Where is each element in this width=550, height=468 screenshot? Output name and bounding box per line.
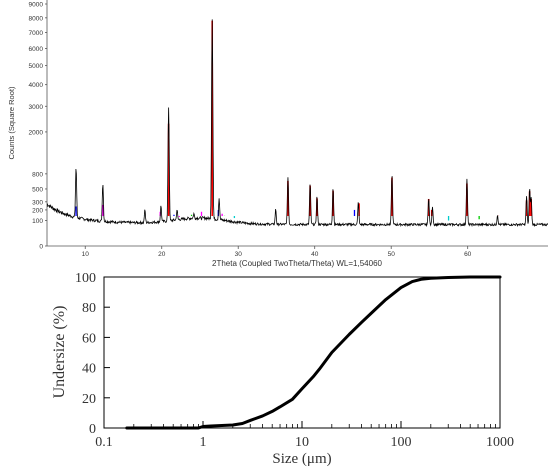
xrd-x-tick-label: 60 xyxy=(464,251,472,258)
xrd-x-axis-label: 2Theta (Coupled TwoTheta/Theta) WL=1,540… xyxy=(212,259,383,268)
psd-x-tick-label: 1 xyxy=(200,435,207,450)
xrd-y-tick-label: 8000 xyxy=(29,15,44,22)
psd-x-tick-label: 1000 xyxy=(486,435,514,450)
psd-x-tick-label: 0.1 xyxy=(95,435,113,450)
xrd-x-tick-label: 50 xyxy=(388,251,396,258)
xrd-y-tick-label: 6000 xyxy=(29,46,44,53)
psd-x-tick-label: 10 xyxy=(295,435,309,450)
xrd-y-tick-label: 800 xyxy=(32,171,43,178)
psd-y-tick-label: 100 xyxy=(75,271,96,286)
xrd-y-tick-label: 9000 xyxy=(29,2,44,9)
psd-y-tick-label: 40 xyxy=(82,362,96,377)
psd-x-tick-label: 100 xyxy=(391,435,412,450)
psd-y-axis-label: Undersize (%) xyxy=(51,306,68,399)
psd-plot-frame xyxy=(103,276,501,429)
xrd-x-tick-label: 20 xyxy=(158,251,166,258)
psd-chart: 0 20 40 60 80 100 0.1 1 10 100 1000 Undersize (%)… xyxy=(51,271,514,467)
xrd-y-tick-label: 4000 xyxy=(29,82,44,89)
psd-y-tick-label: 80 xyxy=(82,301,96,316)
xrd-y-tick-label: 5000 xyxy=(29,63,44,70)
xrd-measured-line xyxy=(46,19,549,228)
psd-y-tick-label: 60 xyxy=(82,331,96,346)
psd-y-tick-label: 20 xyxy=(82,392,96,407)
xrd-y-tick-label: 0 xyxy=(39,244,43,251)
xrd-y-tick-label: 500 xyxy=(32,186,43,193)
xrd-y-tick-label: 200 xyxy=(32,207,43,214)
psd-x-axis-label: Size (μm) xyxy=(272,451,331,467)
xrd-y-tick-label: 2000 xyxy=(29,129,44,136)
xrd-y-axis-label: Counts (Square Root) xyxy=(7,86,16,159)
xrd-y-tick-label: 3000 xyxy=(29,104,44,111)
psd-undersize-curve xyxy=(125,275,502,430)
xrd-y-tick-label: 300 xyxy=(32,199,43,206)
psd-y-tick-label: 0 xyxy=(89,422,96,437)
xrd-y-tick-label: 100 xyxy=(32,218,43,225)
xrd-x-tick-label: 40 xyxy=(311,251,319,258)
xrd-x-tick-label: 30 xyxy=(235,251,243,258)
xrd-y-tick-label: 7000 xyxy=(29,30,44,37)
xrd-x-tick-label: 10 xyxy=(82,251,90,258)
